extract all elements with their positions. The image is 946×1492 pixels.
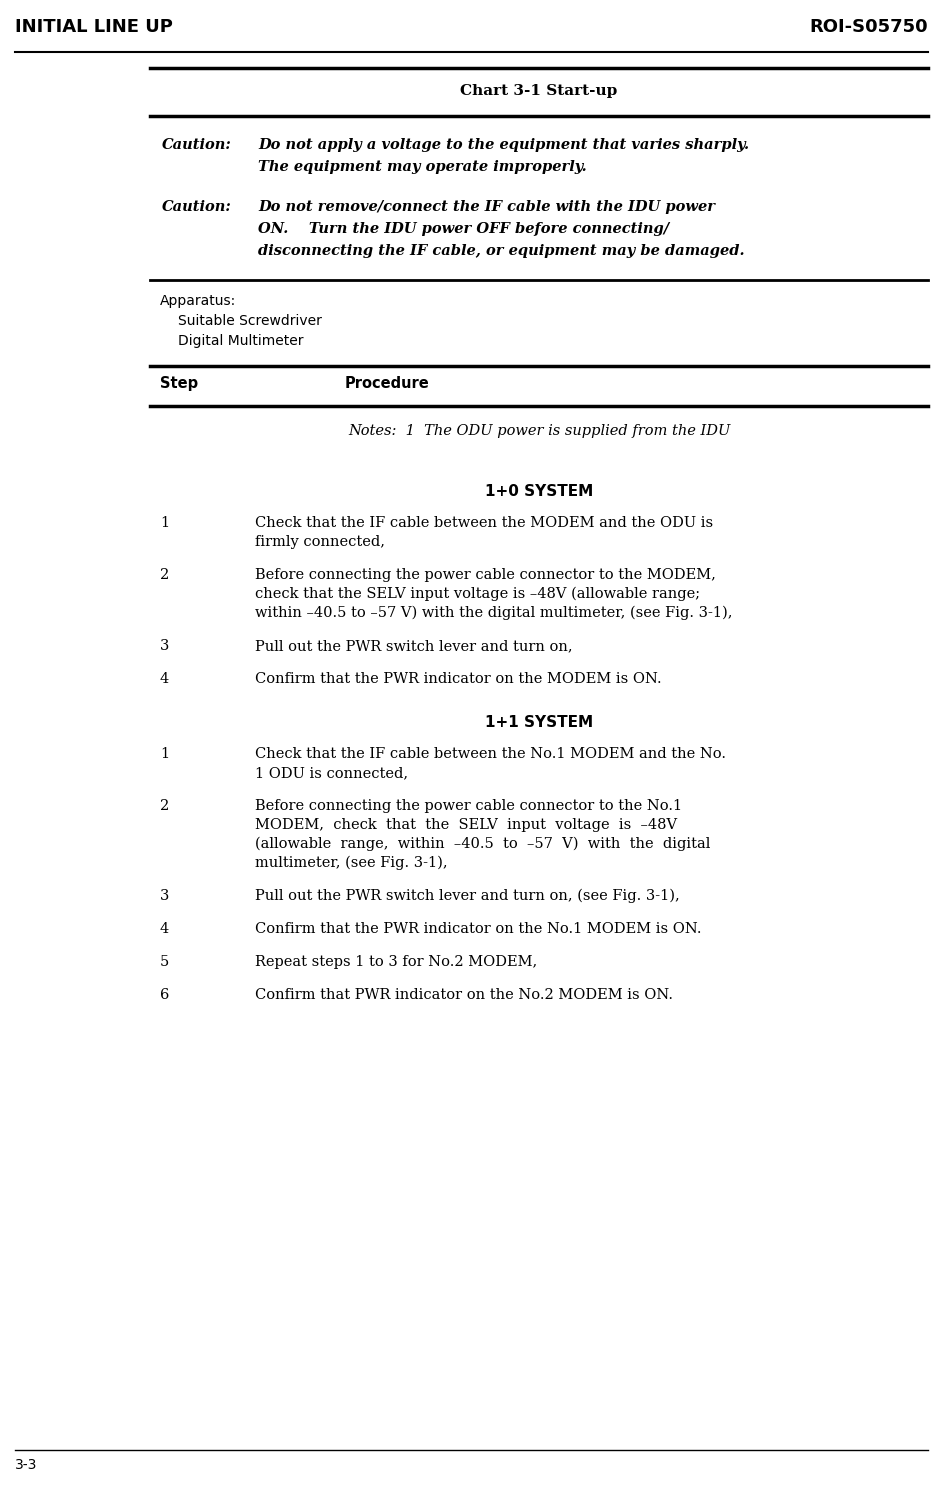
- Text: ON.    Turn the IDU power OFF before connecting/: ON. Turn the IDU power OFF before connec…: [258, 222, 669, 236]
- Text: Procedure: Procedure: [345, 376, 429, 391]
- Text: Pull out the PWR switch lever and turn on, (see Fig. 3-1),: Pull out the PWR switch lever and turn o…: [255, 889, 680, 903]
- Text: Caution:: Caution:: [162, 137, 232, 152]
- Text: Apparatus:: Apparatus:: [160, 294, 236, 307]
- Text: Confirm that the PWR indicator on the No.1 MODEM is ON.: Confirm that the PWR indicator on the No…: [255, 922, 702, 935]
- Text: 4: 4: [160, 671, 169, 686]
- Text: 1+0 SYSTEM: 1+0 SYSTEM: [485, 483, 593, 498]
- Text: Before connecting the power cable connector to the MODEM,: Before connecting the power cable connec…: [255, 568, 716, 582]
- Text: Do not apply a voltage to the equipment that varies sharply.: Do not apply a voltage to the equipment …: [258, 137, 749, 152]
- Text: 3: 3: [160, 889, 169, 903]
- Text: disconnecting the IF cable, or equipment may be damaged.: disconnecting the IF cable, or equipment…: [258, 245, 745, 258]
- Text: Digital Multimeter: Digital Multimeter: [178, 334, 304, 348]
- Text: 2: 2: [160, 800, 169, 813]
- Text: 1: 1: [160, 747, 169, 761]
- Text: (allowable  range,  within  –40.5  to  –57  V)  with  the  digital: (allowable range, within –40.5 to –57 V)…: [255, 837, 710, 852]
- Text: 3: 3: [160, 639, 169, 653]
- Text: Before connecting the power cable connector to the No.1: Before connecting the power cable connec…: [255, 800, 682, 813]
- Text: Pull out the PWR switch lever and turn on,: Pull out the PWR switch lever and turn o…: [255, 639, 572, 653]
- Text: 1 ODU is connected,: 1 ODU is connected,: [255, 765, 408, 780]
- Text: 4: 4: [160, 922, 169, 935]
- Text: 2: 2: [160, 568, 169, 582]
- Text: Check that the IF cable between the No.1 MODEM and the No.: Check that the IF cable between the No.1…: [255, 747, 726, 761]
- Text: Suitable Screwdriver: Suitable Screwdriver: [178, 313, 322, 328]
- Text: firmly connected,: firmly connected,: [255, 536, 385, 549]
- Text: within –40.5 to –57 V) with the digital multimeter, (see Fig. 3-1),: within –40.5 to –57 V) with the digital …: [255, 606, 732, 621]
- Text: 1+1 SYSTEM: 1+1 SYSTEM: [485, 715, 593, 730]
- Text: Do not remove/connect the IF cable with the IDU power: Do not remove/connect the IF cable with …: [258, 200, 715, 213]
- Text: INITIAL LINE UP: INITIAL LINE UP: [15, 18, 173, 36]
- Text: Confirm that the PWR indicator on the MODEM is ON.: Confirm that the PWR indicator on the MO…: [255, 671, 661, 686]
- Text: The equipment may operate improperly.: The equipment may operate improperly.: [258, 160, 587, 175]
- Text: 1: 1: [160, 516, 169, 530]
- Text: 6: 6: [160, 988, 169, 1003]
- Text: check that the SELV input voltage is –48V (allowable range;: check that the SELV input voltage is –48…: [255, 586, 700, 601]
- Text: Step: Step: [160, 376, 198, 391]
- Text: Repeat steps 1 to 3 for No.2 MODEM,: Repeat steps 1 to 3 for No.2 MODEM,: [255, 955, 537, 968]
- Text: 3-3: 3-3: [15, 1458, 38, 1473]
- Text: ROI-S05750: ROI-S05750: [810, 18, 928, 36]
- Text: Confirm that PWR indicator on the No.2 MODEM is ON.: Confirm that PWR indicator on the No.2 M…: [255, 988, 673, 1003]
- Text: Caution:: Caution:: [162, 200, 232, 213]
- Text: MODEM,  check  that  the  SELV  input  voltage  is  –48V: MODEM, check that the SELV input voltage…: [255, 818, 677, 833]
- Text: Check that the IF cable between the MODEM and the ODU is: Check that the IF cable between the MODE…: [255, 516, 713, 530]
- Text: multimeter, (see Fig. 3-1),: multimeter, (see Fig. 3-1),: [255, 856, 447, 870]
- Text: Chart 3-1 Start-up: Chart 3-1 Start-up: [461, 84, 618, 98]
- Text: 5: 5: [160, 955, 169, 968]
- Text: Notes:  1  The ODU power is supplied from the IDU: Notes: 1 The ODU power is supplied from …: [348, 424, 730, 439]
